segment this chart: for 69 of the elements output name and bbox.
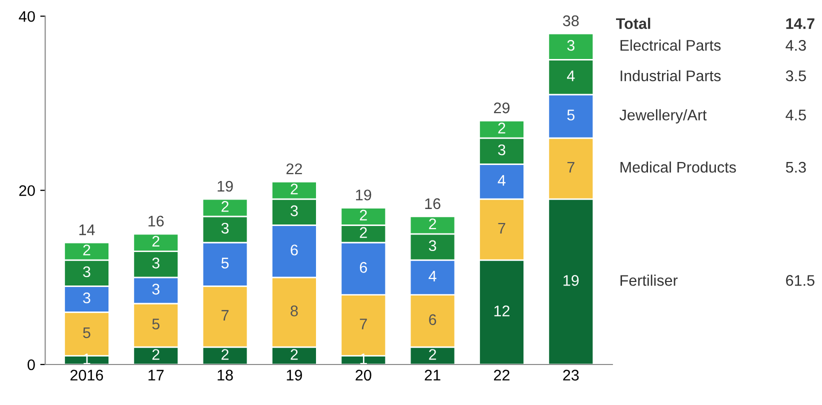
data-label: 6: [360, 262, 367, 273]
series-label: Electrical Parts: [620, 40, 721, 51]
y-tick-label: 20: [19, 185, 35, 196]
total-label: 16: [148, 216, 164, 227]
data-label: 6: [290, 244, 298, 256]
x-tick-label: 23: [563, 370, 579, 381]
data-label: 3: [567, 40, 574, 51]
data-label: 7: [222, 310, 229, 321]
data-label: 3: [221, 222, 229, 234]
data-label: 7: [498, 222, 506, 234]
x-tick-label: 21: [424, 370, 440, 380]
data-label: 2: [83, 244, 90, 256]
text: 3.5: [786, 70, 806, 82]
data-label: 5: [567, 110, 574, 120]
data-label: 2: [360, 210, 367, 220]
x-tick-label: 20: [356, 370, 372, 381]
text: 4.3: [786, 40, 806, 51]
data-label: 5: [83, 327, 90, 338]
data-label: 3: [152, 284, 160, 295]
text: 14.7: [786, 18, 814, 29]
data-label: 4: [566, 70, 575, 82]
total-label: 22: [286, 163, 302, 174]
data-label: 6: [429, 314, 436, 326]
data-label: 2: [152, 349, 160, 360]
data-label: 2: [429, 218, 436, 230]
data-label: 7: [567, 162, 574, 173]
data-label: 5: [152, 318, 160, 330]
data-label: 5: [221, 258, 229, 268]
data-label: 2: [290, 349, 298, 360]
total-label: 19: [218, 180, 233, 192]
y-tick-label: 0: [28, 359, 35, 370]
x-tick-label: 17: [148, 370, 164, 380]
data-label: 2: [498, 122, 506, 134]
y-tick-label: 40: [18, 11, 35, 22]
series-label: Industrial Parts: [620, 70, 721, 82]
total-label: 38: [562, 15, 579, 26]
x-tick-label: 22: [494, 370, 510, 380]
data-label: 7: [360, 318, 367, 330]
data-label: 2: [222, 201, 229, 212]
x-tick-label: 2016: [70, 370, 104, 381]
data-label: 4: [498, 175, 506, 186]
data-label: 8: [290, 306, 298, 316]
total-label: 14: [79, 224, 95, 236]
data-label: 2: [360, 227, 367, 238]
series-label: Medical Products: [620, 161, 736, 173]
data-label: 2: [429, 349, 436, 360]
text: 5.3: [786, 162, 806, 173]
data-label: 3: [428, 240, 436, 252]
series-label: Jewellery/Art: [620, 109, 707, 124]
series-label: Fertiliser: [620, 274, 678, 286]
total-label: 29: [494, 102, 510, 114]
data-label: 3: [290, 205, 298, 216]
data-label: 3: [83, 266, 90, 278]
data-label: 4: [428, 270, 436, 282]
data-label: 2: [290, 184, 298, 194]
data-label: 2: [152, 236, 160, 247]
data-label: 19: [564, 275, 579, 286]
text: 61.5: [786, 275, 814, 286]
data-label: 2: [222, 349, 229, 360]
x-tick-label: 18: [218, 370, 233, 381]
x-tick-label: 19: [286, 370, 302, 381]
text: 4.5: [786, 110, 806, 120]
data-label: 12: [494, 306, 510, 316]
total-label: 16: [425, 198, 440, 210]
data-label: 3: [83, 292, 90, 304]
data-label: 3: [498, 144, 506, 156]
data-label: 3: [152, 258, 160, 268]
total-label: 19: [356, 190, 372, 200]
text: Total: [616, 18, 650, 30]
